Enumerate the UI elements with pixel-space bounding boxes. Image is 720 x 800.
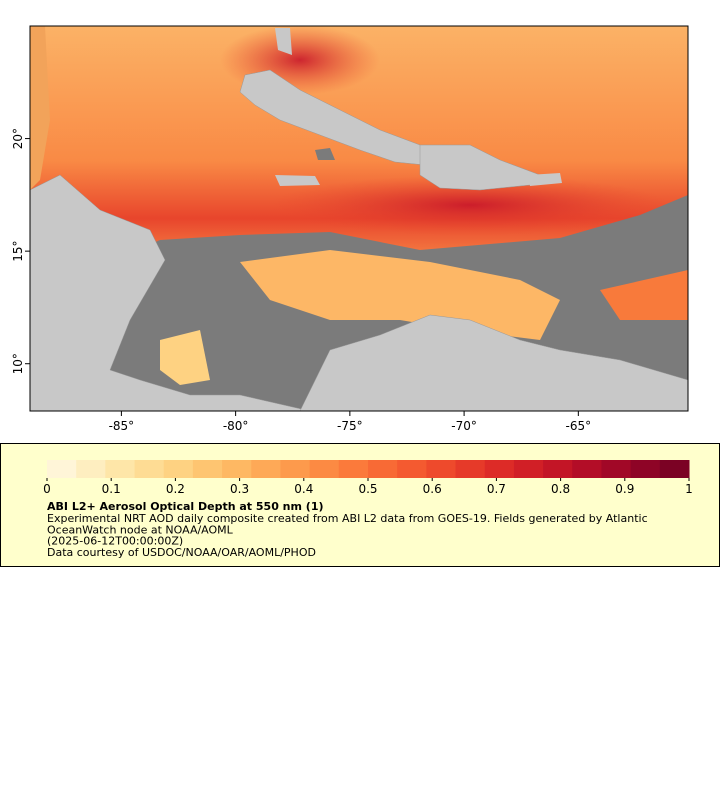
legend-line: Experimental NRT AOD daily composite cre… [47,512,648,525]
aod-hotspot [270,175,670,235]
colorbar-step [484,460,515,478]
y-tick-label: 15° [11,241,25,262]
colorbar-step [601,460,632,478]
colorbar-step [309,460,340,478]
colorbar-step [192,460,223,478]
map-field [30,26,688,411]
aod-patch [240,250,560,340]
legend-title: ABI L2+ Aerosol Optical Depth at 550 nm … [47,500,324,513]
legend-line: Data courtesy of USDOC/NOAA/OAR/AOML/PHO… [47,546,316,559]
land-south-america [299,314,688,411]
colorbar-tick-label: 0.2 [166,482,185,496]
colorbar-tick-label: 0.9 [615,482,634,496]
colorbar-tick-label: 0.4 [294,482,313,496]
colorbar-step [222,460,252,478]
x-tick-label: -70° [451,419,477,433]
x-tick-label: -65° [566,419,592,433]
y-tick-label: 10° [11,353,25,374]
colorbar-tick-label: 0.8 [551,482,570,496]
x-tick-label: -85° [109,419,135,433]
colorbar-step [572,460,602,478]
legend-lines: Experimental NRT AOD daily composite cre… [47,512,648,559]
colorbar-step [659,460,690,478]
colorbar-step [47,460,77,478]
colorbar-tick-label: 1 [685,482,693,496]
land-island [275,175,320,186]
colorbar: 0 0.1 0.2 0.3 0.4 0.5 0.6 0.7 0.8 0.9 1 [43,460,693,496]
axes: -85° -80° -75° -70° -65° 10° 15° 20° [11,128,591,433]
colorbar-step [134,460,165,478]
colorbar-step [513,460,544,478]
land-yucatan [30,26,50,190]
x-tick-label: -80° [223,419,249,433]
colorbar-step [105,460,136,478]
y-tick-label: 20° [11,128,25,149]
colorbar-tick-label: 0.1 [102,482,121,496]
colorbar-step [368,460,398,478]
land-puerto-rico [528,173,562,186]
legend-line: OceanWatch node at NOAA/AOML [47,523,234,536]
land-florida [275,28,292,55]
colorbar-step [251,460,281,478]
colorbar-step [280,460,311,478]
aod-patch [160,330,210,385]
colorbar-step [426,460,457,478]
land-jamaica [315,148,335,160]
colorbar-step [338,460,369,478]
colorbar-tick-label: 0.3 [230,482,249,496]
legend-line: (2025-06-12T00:00:00Z) [47,535,183,548]
colorbar-step [630,460,661,478]
x-tick-label: -75° [337,419,363,433]
colorbar-tick-label: 0.6 [423,482,442,496]
colorbar-tick-label: 0 [43,482,51,496]
aod-patch [600,270,688,320]
colorbar-step [455,460,486,478]
land-central-america [30,174,311,411]
land-cuba [239,69,426,166]
colorbar-step [397,460,427,478]
colorbar-step [163,460,194,478]
colorbar-tick-label: 0.5 [358,482,377,496]
colorbar-step [543,460,573,478]
colorbar-tick-label: 0.7 [487,482,506,496]
map-frame [29,25,689,412]
colorbar-step [76,460,106,478]
